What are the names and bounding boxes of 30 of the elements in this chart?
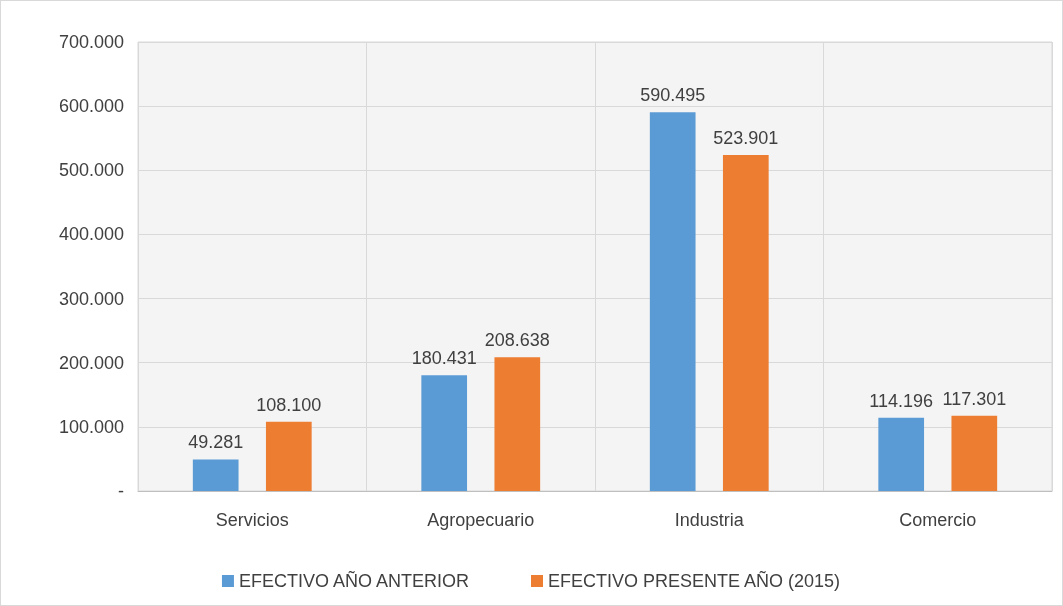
data-label: 108.100: [256, 394, 322, 415]
data-label: 523.901: [713, 127, 779, 148]
bar: [649, 112, 696, 491]
x-tick-label: Agropecuario: [427, 510, 535, 530]
y-tick-label: 700.000: [58, 32, 124, 52]
data-label: 49.281: [188, 432, 244, 453]
y-tick-label: 400.000: [58, 224, 124, 245]
y-tick-label: -: [118, 481, 124, 501]
y-tick-label: 200.000: [58, 352, 124, 373]
legend-label: EFECTIVO AÑO ANTERIOR: [238, 570, 469, 591]
y-tick-label: 600.000: [58, 96, 124, 117]
bar: [192, 459, 239, 491]
x-tick-label: Industria: [674, 510, 745, 530]
x-tick-label: Servicios: [215, 510, 289, 530]
bar: [722, 154, 769, 491]
bar: [878, 417, 925, 491]
data-label: 117.301: [942, 388, 1007, 409]
x-tick-label: Comercio: [899, 510, 977, 530]
bar: [951, 415, 998, 491]
legend-label: EFECTIVO PRESENTE AÑO (2015): [547, 570, 841, 591]
data-label: 208.638: [484, 330, 550, 351]
y-tick-label: 100.000: [58, 416, 124, 437]
data-label: 114.196: [869, 390, 934, 411]
bar: [421, 375, 468, 491]
data-label: 590.495: [640, 85, 706, 106]
y-tick-label: 500.000: [58, 160, 124, 181]
y-tick-label: 300.000: [58, 288, 124, 309]
bar: [494, 357, 541, 491]
data-label: 180.431: [411, 348, 477, 369]
bar: [265, 421, 312, 491]
